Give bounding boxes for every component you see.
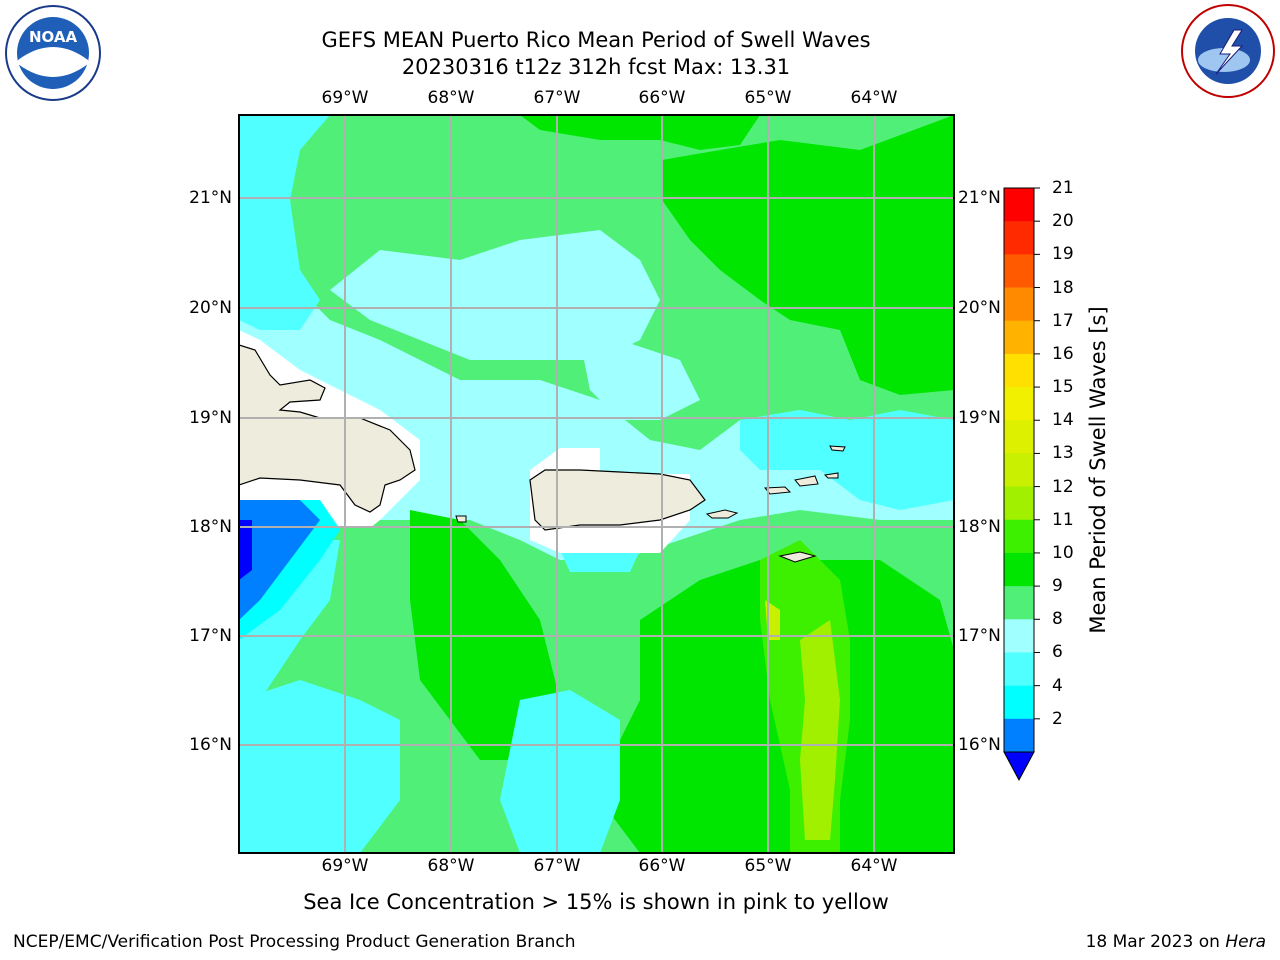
- noaa-logo: NOAA: [5, 5, 101, 101]
- colorbar-segment: [1004, 685, 1034, 720]
- lat-label-right: 16°N: [958, 735, 1001, 755]
- lon-label-top: 65°W: [744, 88, 792, 108]
- lat-label-right: 21°N: [958, 188, 1001, 208]
- colorbar-segment: [1004, 586, 1034, 620]
- colorbar-extend-triangle: [1003, 751, 1035, 782]
- svg-text:NOAA: NOAA: [29, 28, 78, 46]
- colorbar-title: Mean Period of Swell Waves [s]: [1086, 306, 1110, 634]
- lat-label-left: 18°N: [189, 517, 232, 537]
- lat-label-left: 20°N: [189, 298, 232, 318]
- lat-label-right: 19°N: [958, 408, 1001, 428]
- lat-label-left: 17°N: [189, 626, 232, 646]
- colorbar-tick-label: 21: [1052, 178, 1074, 198]
- colorbar-tick-label: 13: [1052, 443, 1074, 464]
- sea-ice-note: Sea Ice Concentration > 15% is shown in …: [303, 890, 889, 914]
- colorbar-frame: [1003, 187, 1035, 753]
- lat-label-left: 21°N: [189, 188, 232, 208]
- lon-label-bottom: 64°W: [850, 856, 898, 876]
- chart-title: GEFS MEAN Puerto Rico Mean Period of Swe…: [321, 28, 871, 52]
- lon-label-bottom: 69°W: [321, 856, 369, 876]
- nws-logo: [1181, 4, 1275, 98]
- lat-label-left: 16°N: [189, 735, 232, 755]
- colorbar-segment: [1004, 387, 1034, 421]
- colorbar-segment: [1004, 420, 1034, 454]
- lat-label-right: 18°N: [958, 517, 1001, 537]
- lon-label-top: 69°W: [321, 88, 369, 108]
- chart-subtitle-run: 20230316 t12z 312h fcst Max: 13.31: [401, 55, 791, 79]
- colorbar-segment: [1004, 254, 1034, 289]
- lon-label-bottom: 65°W: [744, 856, 792, 876]
- colorbar-segment: [1004, 221, 1034, 255]
- footer-credit: NCEP/EMC/Verification Post Processing Pr…: [13, 932, 576, 952]
- colorbar-tick-label: 4: [1052, 675, 1063, 696]
- colorbar-tick-label: 6: [1052, 642, 1063, 663]
- colorbar-tick-label: 9: [1052, 576, 1063, 597]
- colorbar-tick-label: 17: [1052, 310, 1074, 331]
- colorbar-segment: [1004, 188, 1034, 222]
- colorbar-tick-label: 20: [1052, 211, 1074, 232]
- colorbar-segment: [1004, 353, 1034, 388]
- colorbar-tick-label: 16: [1052, 343, 1074, 364]
- colorbar-tick-label: 14: [1052, 410, 1074, 431]
- colorbar-tick-label: 11: [1052, 509, 1074, 530]
- colorbar: [1003, 187, 1040, 782]
- colorbar-tick-label: 12: [1052, 476, 1074, 497]
- colorbar-segment: [1004, 619, 1034, 653]
- footer-date: 18 Mar 2023 on Hera: [1086, 932, 1266, 952]
- colorbar-tick-label: 19: [1052, 244, 1074, 265]
- lon-label-bottom: 67°W: [533, 856, 581, 876]
- lon-label-bottom: 68°W: [427, 856, 475, 876]
- colorbar-segment: [1004, 718, 1034, 753]
- colorbar-tick-label: 8: [1052, 609, 1063, 630]
- colorbar-segment: [1004, 453, 1034, 488]
- lon-label-top: 66°W: [638, 88, 686, 108]
- colorbar-tick-label: 10: [1052, 542, 1074, 563]
- lat-label-right: 20°N: [958, 298, 1001, 318]
- lat-label-right: 17°N: [958, 626, 1001, 646]
- colorbar-tick-label: 18: [1052, 277, 1074, 298]
- graticule: [239, 115, 954, 853]
- lon-label-bottom: 66°W: [638, 856, 686, 876]
- colorbar-segment: [1004, 552, 1034, 587]
- lon-label-top: 67°W: [533, 88, 581, 108]
- colorbar-segment: [1004, 486, 1034, 521]
- lon-label-top: 68°W: [427, 88, 475, 108]
- colorbar-segment: [1004, 287, 1034, 322]
- lat-label-left: 19°N: [189, 408, 232, 428]
- footer-date-text: 18 Mar 2023 on: [1085, 932, 1226, 952]
- colorbar-segment: [1004, 519, 1034, 554]
- lon-label-top: 64°W: [850, 88, 898, 108]
- map-frame: [238, 114, 955, 854]
- footer-machine: Hera: [1225, 932, 1266, 952]
- colorbar-segment: [1004, 320, 1034, 355]
- colorbar-tick-label: 2: [1052, 708, 1063, 729]
- colorbar-tick-label: 15: [1052, 377, 1074, 398]
- swell-period-field: [239, 115, 954, 853]
- colorbar-segment: [1004, 652, 1034, 687]
